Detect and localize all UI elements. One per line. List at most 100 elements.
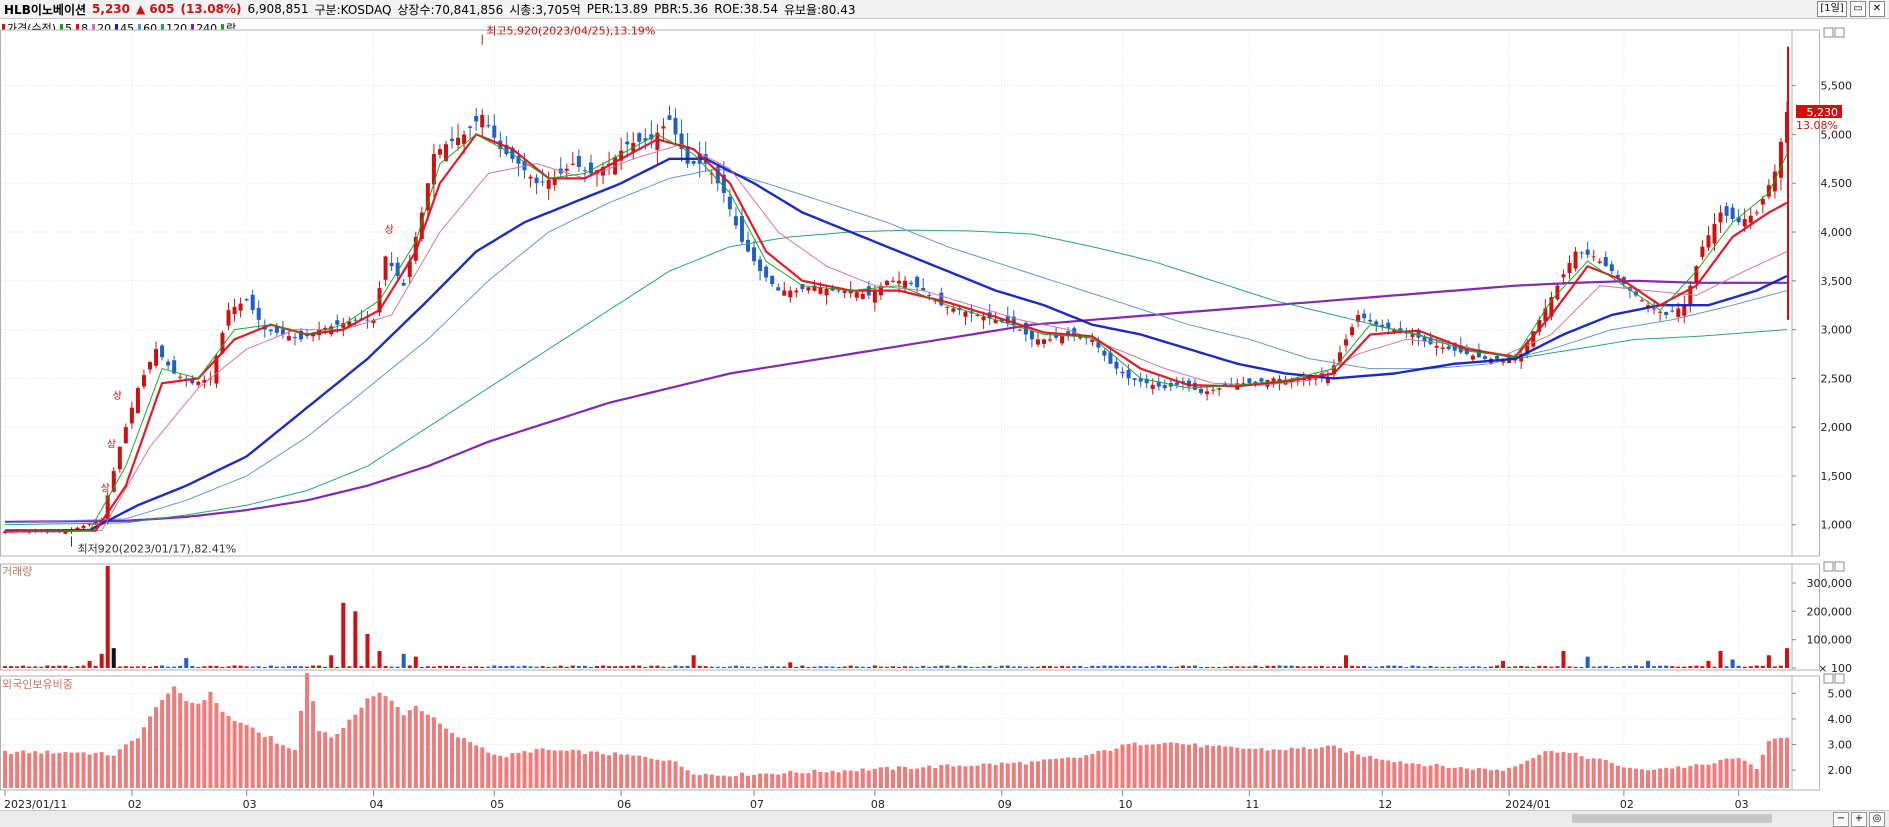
candle-body (1597, 261, 1602, 263)
volume-bar (1241, 666, 1246, 668)
volume-bar (794, 666, 799, 668)
limit-up-label: 상 (113, 390, 122, 402)
legend-item[interactable]: 락 (221, 20, 236, 36)
candle-body (510, 147, 515, 159)
foreign-bar (480, 747, 485, 788)
volume-bar (256, 666, 261, 668)
foreign-bar (39, 753, 44, 788)
foreign-bar (1513, 766, 1518, 788)
foreign-bar (619, 754, 624, 788)
zoom-out-icon[interactable]: − (1833, 812, 1849, 827)
foreign-bar (631, 755, 636, 788)
volume-bar (1374, 666, 1379, 668)
legend-swatch (60, 23, 64, 33)
volume-bar (1784, 648, 1789, 668)
candle-body (1289, 380, 1294, 383)
candle-body (999, 319, 1004, 322)
volume-bar (1301, 666, 1306, 668)
foreign-bar (927, 765, 932, 788)
candle-body (824, 288, 829, 296)
foreign-bar (1706, 764, 1711, 788)
volume-bar (1120, 665, 1125, 668)
volume-bar (1060, 665, 1065, 668)
last-price-label: 5,230 (1807, 106, 1839, 119)
candle-body (1029, 331, 1034, 340)
candle-body (244, 299, 249, 301)
candle-body (117, 446, 122, 470)
volume-bar (963, 665, 968, 668)
legend-item[interactable]: 8 (76, 20, 88, 36)
foreign-bar (3, 750, 8, 788)
price-tick-label: 4,500 (1821, 177, 1853, 190)
foreign-bar (1446, 768, 1451, 788)
foreign-bar (884, 766, 889, 788)
foreign-bar (1168, 742, 1173, 788)
foreign-bar (1023, 764, 1028, 788)
close-icon[interactable]: ✕ (1869, 1, 1885, 17)
candle-body (353, 319, 358, 321)
legend-item[interactable]: 5 (60, 20, 72, 36)
volume-bar (1380, 666, 1385, 668)
foreign-bar (1676, 766, 1681, 788)
foreign-bar (462, 738, 467, 788)
candle-body (679, 133, 684, 150)
candle-body (746, 240, 751, 252)
restore-icon[interactable]: ▭ (1850, 1, 1866, 17)
foreign-bar (214, 703, 219, 788)
volume-bar (172, 666, 177, 668)
volume-bar (147, 666, 152, 668)
volume-bar (443, 665, 448, 668)
horizontal-scrollbar[interactable]: − + ◎ (0, 810, 1889, 827)
candle-body (564, 168, 569, 171)
candle-body (794, 290, 799, 293)
candle-body (286, 336, 291, 341)
volume-bar (1174, 666, 1179, 668)
scroll-thumb[interactable] (1572, 814, 1772, 823)
zoom-reset-icon[interactable]: ◎ (1869, 812, 1885, 827)
candle-body (123, 427, 128, 444)
foreign-bar (1537, 754, 1542, 788)
pane-close-icon (1834, 561, 1845, 572)
candle-body (582, 170, 587, 172)
volume-bar (758, 667, 763, 669)
volume-bar (903, 666, 908, 668)
foreign-bar (1652, 769, 1657, 788)
foreign-bar (1724, 758, 1729, 788)
market-info: 구분:KOSDAQ (314, 2, 392, 17)
candle-body (299, 330, 304, 340)
candle-body (806, 287, 811, 291)
candle-body (752, 247, 757, 262)
foreign-bar (202, 700, 207, 788)
volume-bar (504, 666, 509, 668)
volume-bar (214, 665, 219, 668)
foreign-bar (800, 773, 805, 788)
foreign-bar (516, 752, 521, 788)
candle-body (1573, 251, 1578, 269)
candle-body (1682, 305, 1687, 316)
foreign-bar (1271, 749, 1276, 788)
foreign-bar (655, 759, 660, 788)
stock-chart[interactable]: 1,000 1,500 2,000 2,500 3,000 3,500 4,000 4,500… (0, 18, 1889, 810)
foreign-bar (323, 732, 328, 788)
volume-bar (456, 666, 461, 668)
volume-bar (522, 665, 527, 668)
candle-body (190, 379, 195, 384)
foreign-bar (1392, 762, 1397, 788)
candle-body (770, 275, 775, 285)
candle-body (1646, 305, 1651, 308)
price-tick-label: 1,500 (1821, 470, 1853, 483)
volume-bar (1023, 666, 1028, 668)
foreign-bar (1422, 766, 1427, 788)
volume-bar (1718, 651, 1723, 668)
pane-close-icon (1834, 673, 1845, 684)
candle-body (1356, 314, 1361, 322)
volume-bar (1706, 660, 1711, 668)
foreign-bar (1688, 766, 1693, 788)
volume-bar (975, 666, 980, 668)
foreign-bar (1084, 755, 1089, 788)
price-tick-label: 3,500 (1821, 275, 1853, 288)
foreign-bar (33, 751, 38, 788)
period-button[interactable]: [1일] (1817, 1, 1847, 17)
volume-bar (1688, 666, 1693, 668)
zoom-in-icon[interactable]: + (1851, 812, 1867, 827)
